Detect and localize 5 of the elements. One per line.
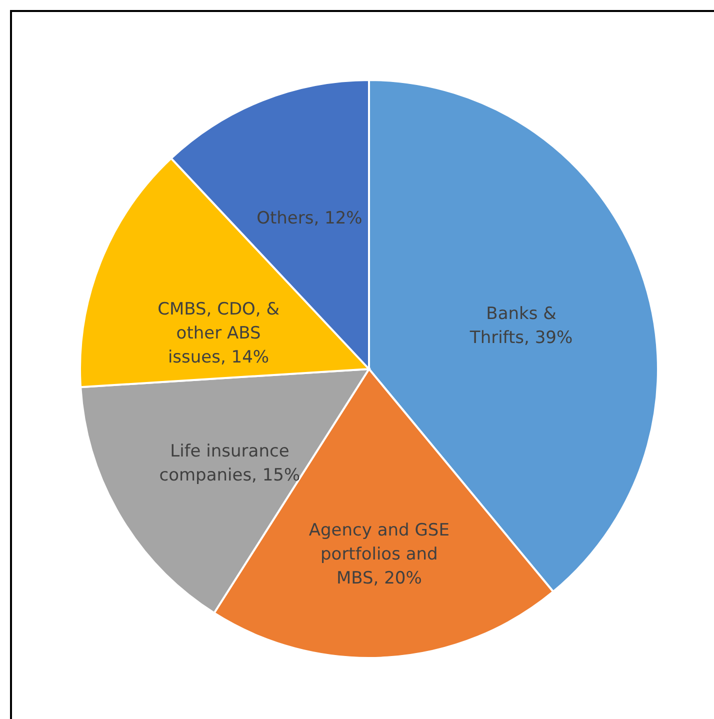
slice-label: Life insurance companies, 15% [159,441,300,486]
slice-label: CMBS, CDO, & other ABS issues, 14% [158,299,280,368]
slice-label: Agency and GSE portfolios and MBS, 20% [308,520,450,589]
slice-label: Banks & Thrifts, 39% [468,304,573,348]
slice-label: Others, 12% [256,208,362,229]
